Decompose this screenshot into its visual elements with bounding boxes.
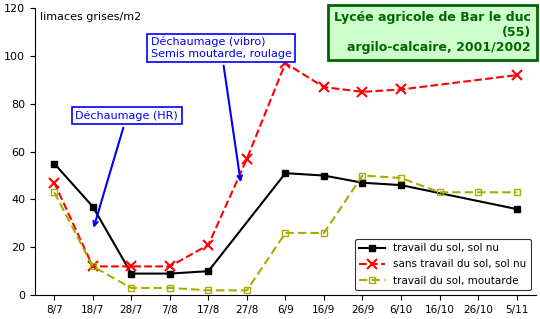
travail du sol, moutarde (205, 288, 212, 292)
travail du sol, sol nu (514, 207, 520, 211)
sans travail du sol, sol nu (359, 90, 366, 94)
travail du sol, moutarde (321, 231, 327, 235)
travail du sol, sol nu (51, 162, 58, 166)
travail du sol, sol nu (205, 269, 212, 273)
sans travail du sol, sol nu (398, 87, 404, 91)
Text: Déchaumage (HR): Déchaumage (HR) (76, 110, 178, 226)
sans travail du sol, sol nu (51, 181, 58, 185)
travail du sol, moutarde (167, 286, 173, 290)
travail du sol, sol nu (282, 171, 289, 175)
travail du sol, moutarde (282, 231, 289, 235)
sans travail du sol, sol nu (128, 264, 134, 268)
sans travail du sol, sol nu (282, 61, 289, 65)
travail du sol, moutarde (398, 176, 404, 180)
travail du sol, sol nu (321, 174, 327, 177)
Line: travail du sol, sol nu: travail du sol, sol nu (51, 160, 520, 277)
travail du sol, moutarde (244, 288, 250, 292)
Line: travail du sol, moutarde: travail du sol, moutarde (51, 172, 520, 294)
travail du sol, moutarde (359, 174, 366, 177)
Text: limaces grises/m2: limaces grises/m2 (40, 12, 141, 22)
sans travail du sol, sol nu (205, 243, 212, 247)
travail du sol, moutarde (90, 264, 96, 268)
travail du sol, moutarde (436, 190, 443, 194)
travail du sol, moutarde (128, 286, 134, 290)
Text: Lycée agricole de Bar le duc
(55)
argilo-calcaire, 2001/2002: Lycée agricole de Bar le duc (55) argilo… (334, 11, 531, 54)
sans travail du sol, sol nu (321, 85, 327, 89)
travail du sol, sol nu (398, 183, 404, 187)
Text: Déchaumage (vibro)
Semis moutarde, roulage: Déchaumage (vibro) Semis moutarde, roula… (151, 37, 292, 180)
Legend: travail du sol, sol nu, sans travail du sol, sol nu, travail du sol, moutarde: travail du sol, sol nu, sans travail du … (355, 239, 531, 290)
sans travail du sol, sol nu (244, 157, 250, 161)
Line: sans travail du sol, sol nu: sans travail du sol, sol nu (50, 58, 522, 271)
travail du sol, sol nu (359, 181, 366, 185)
travail du sol, moutarde (51, 190, 58, 194)
sans travail du sol, sol nu (90, 264, 96, 268)
travail du sol, sol nu (167, 272, 173, 276)
sans travail du sol, sol nu (514, 73, 520, 77)
sans travail du sol, sol nu (167, 264, 173, 268)
travail du sol, sol nu (90, 205, 96, 209)
travail du sol, moutarde (475, 190, 481, 194)
travail du sol, moutarde (514, 190, 520, 194)
travail du sol, sol nu (128, 272, 134, 276)
